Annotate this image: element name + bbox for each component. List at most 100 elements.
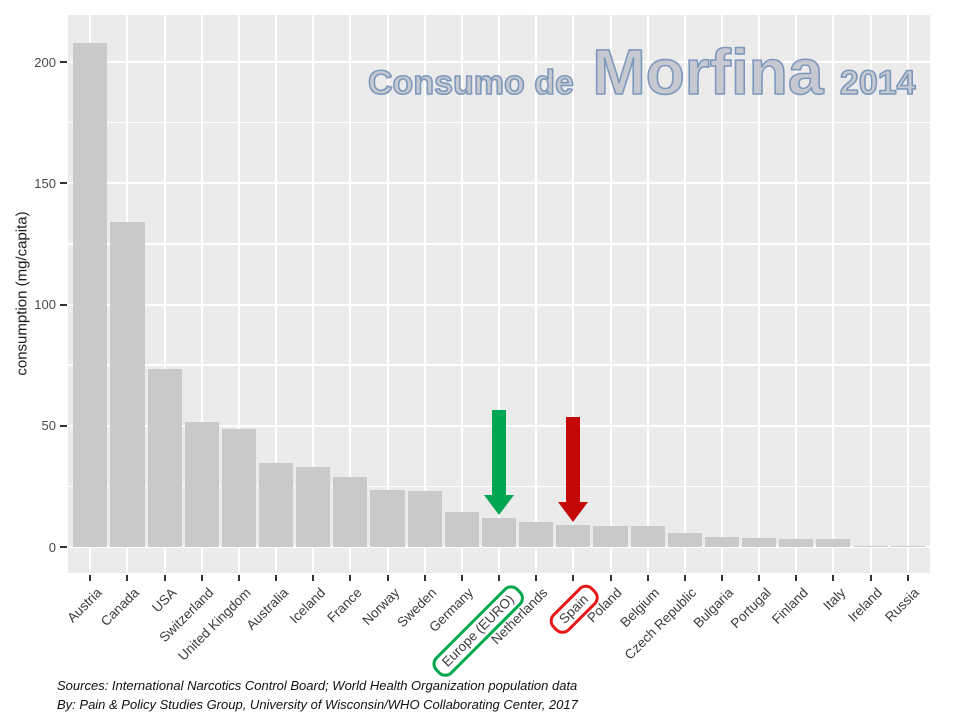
y-tick-label-200: 200 [34, 54, 56, 70]
gridline-x-switzerland [200, 15, 203, 573]
gridline-x-bulgaria [720, 15, 723, 573]
gridline-x-finland [795, 15, 798, 573]
bar-usa [147, 368, 182, 547]
y-tick-label-100: 100 [34, 297, 56, 312]
bar-netherlands [519, 521, 554, 547]
bar-belgium [630, 526, 665, 547]
bar-czech-republic [667, 532, 702, 547]
gridline-x-germany [460, 15, 463, 573]
gridline-x-russia [906, 15, 909, 573]
gridline-x-poland [609, 15, 612, 573]
bar-spain [556, 525, 591, 547]
x-label-russia: Russia [882, 585, 923, 625]
y-tick-0 [60, 546, 67, 548]
y-tick-150 [60, 182, 67, 185]
gridline-x-united-kingdom [237, 15, 240, 573]
x-tick-belgium [646, 575, 649, 581]
x-tick-switzerland [200, 575, 203, 581]
x-tick-portugal [758, 575, 761, 581]
gridline-major-y-200 [68, 61, 930, 63]
bar-italy [816, 538, 851, 547]
bar-united-kingdom [221, 429, 256, 547]
source-line-1: Sources: International Narcotics Control… [57, 678, 578, 693]
x-label-iceland: Iceland [286, 585, 328, 627]
x-tick-netherlands [535, 575, 538, 581]
gridline-minor-y-125 [68, 243, 930, 245]
gridline-major-y-100 [68, 303, 930, 306]
x-tick-poland [609, 575, 612, 581]
x-label-usa: USA [148, 585, 180, 616]
x-tick-finland [795, 575, 798, 581]
bar-finland [779, 538, 814, 547]
arrow-down-icon-europe-euro [484, 494, 514, 515]
bar-bulgaria [704, 537, 739, 547]
gridline-x-australia [275, 15, 278, 573]
gridline-x-spain [572, 15, 575, 573]
x-label-bulgaria: Bulgaria [690, 585, 737, 631]
bar-germany [444, 511, 479, 547]
title-year: 2014 [840, 64, 916, 102]
x-label-ireland: Ireland [845, 585, 886, 625]
bar-sweden [407, 491, 442, 547]
arrow-shaft-europe-euro [492, 409, 506, 496]
x-tick-australia [275, 575, 278, 581]
gridline-major-y-150 [68, 182, 930, 185]
x-label-france: France [324, 585, 365, 626]
gridline-x-france [349, 15, 352, 573]
x-tick-sweden [423, 575, 426, 581]
x-tick-bulgaria [720, 575, 723, 581]
x-tick-russia [906, 575, 909, 581]
gridline-x-portugal [758, 15, 761, 573]
x-tick-iceland [312, 575, 315, 581]
y-tick-200 [60, 61, 67, 63]
x-tick-austria [89, 575, 92, 581]
gridline-x-czech-republic [683, 15, 686, 573]
x-tick-germany [460, 575, 463, 581]
y-tick-label-0: 0 [48, 539, 56, 555]
x-tick-canada [126, 575, 129, 581]
x-tick-france [349, 575, 352, 581]
gridline-minor-y-175 [68, 121, 930, 124]
bar-norway [370, 490, 405, 547]
source-line-2: By: Pain & Policy Studies Group, Univers… [57, 697, 578, 712]
bar-switzerland [184, 422, 219, 547]
x-tick-spain [572, 575, 575, 581]
title-main: Morfina [592, 36, 824, 108]
y-tick-50 [60, 424, 67, 427]
chart-title-text: Consumo de Morfina 2014 [368, 36, 916, 108]
gridline-x-belgium [646, 15, 649, 573]
x-label-portugal: Portugal [727, 585, 774, 632]
source-note: Sources: International Narcotics Control… [57, 676, 578, 714]
x-tick-usa [163, 575, 166, 581]
gridline-x-ireland [869, 15, 872, 573]
bar-iceland [296, 467, 331, 547]
title-prefix: Consumo de [368, 64, 574, 102]
chart-title: Consumo de Morfina 2014 [368, 35, 916, 109]
gridline-x-netherlands [535, 15, 538, 573]
gridline-major-y-0 [68, 546, 930, 548]
bar-ireland [853, 545, 888, 547]
bar-canada [110, 222, 145, 547]
arrow-shaft-spain [566, 417, 581, 504]
bar-australia [259, 463, 294, 547]
arrow-down-icon-spain [558, 502, 589, 523]
gridline-x-norway [386, 15, 389, 573]
bar-russia [890, 546, 925, 547]
y-tick-label-150: 150 [34, 175, 56, 191]
bar-poland [593, 525, 628, 547]
gridline-x-sweden [423, 15, 426, 573]
y-tick-100 [60, 303, 67, 306]
y-tick-label-50: 50 [41, 418, 56, 434]
bar-europe-euro [481, 517, 517, 547]
bar-france [333, 476, 368, 547]
x-tick-europe-euro [498, 575, 500, 581]
y-axis-title: consumption (mg/capita) [13, 211, 31, 376]
x-label-finland: Finland [768, 585, 811, 627]
x-tick-italy [832, 575, 835, 581]
x-label-italy: Italy [819, 585, 849, 614]
x-tick-czech-republic [683, 575, 686, 581]
bar-portugal [742, 538, 777, 547]
x-tick-norway [386, 575, 389, 581]
gridline-x-italy [832, 15, 835, 573]
